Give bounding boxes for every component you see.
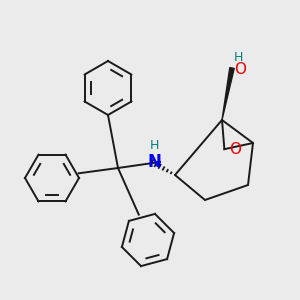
- Text: H: H: [149, 139, 159, 152]
- Text: O: O: [234, 62, 246, 77]
- Text: N: N: [147, 153, 161, 171]
- Polygon shape: [222, 68, 234, 120]
- Text: O: O: [230, 142, 242, 157]
- Text: H: H: [234, 51, 243, 64]
